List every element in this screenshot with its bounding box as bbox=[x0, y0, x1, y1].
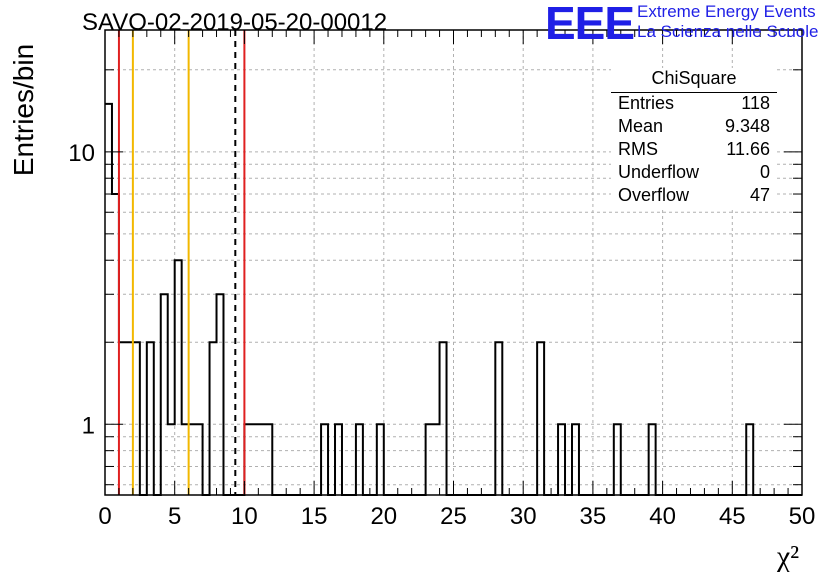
histogram-bin bbox=[440, 342, 447, 495]
histogram-bin bbox=[112, 194, 119, 495]
x-tick-label: 10 bbox=[231, 503, 258, 530]
histogram-bin bbox=[119, 342, 126, 495]
stats-value: 11.66 bbox=[726, 139, 770, 159]
x-tick-label: 50 bbox=[789, 503, 816, 530]
x-tick-label: 35 bbox=[580, 503, 607, 530]
histogram-bin bbox=[147, 342, 154, 495]
stats-value: 118 bbox=[741, 93, 770, 113]
stats-value: 47 bbox=[749, 185, 770, 205]
stats-label: Mean bbox=[618, 116, 664, 136]
x-axis-label: χ² bbox=[776, 540, 799, 572]
stats-label: Overflow bbox=[618, 185, 690, 205]
stats-label: Entries bbox=[618, 93, 675, 113]
y-tick-labels: 1 10 bbox=[68, 140, 95, 439]
histogram-bin bbox=[537, 342, 544, 495]
x-tick-label: 40 bbox=[649, 503, 676, 530]
histogram-bin bbox=[161, 294, 168, 495]
histogram-bin bbox=[126, 342, 133, 495]
stats-row-entries: Entries 118 bbox=[618, 93, 770, 115]
eee-logo: EEE Extreme Energy Events La Scienza nel… bbox=[545, 0, 835, 49]
stats-divider bbox=[611, 92, 777, 93]
x-tick-label: 30 bbox=[510, 503, 537, 530]
x-tick-label: 25 bbox=[440, 503, 467, 530]
stats-row-underflow: Underflow 0 bbox=[618, 162, 770, 184]
grid bbox=[105, 30, 802, 495]
x-tick-label: 15 bbox=[301, 503, 328, 530]
axis-ticks bbox=[104, 30, 803, 495]
histogram-bin bbox=[133, 342, 140, 495]
stats-row-rms: RMS 11.66 bbox=[618, 139, 770, 161]
chart-title: SAVO-02-2019-05-20-00012 bbox=[82, 9, 388, 36]
y-tick-label: 1 bbox=[82, 412, 95, 439]
histogram-bin bbox=[217, 294, 224, 495]
histogram-bin bbox=[175, 260, 182, 495]
logo-text-line1: Extreme Energy Events bbox=[637, 2, 816, 21]
x-tick-label: 0 bbox=[98, 503, 111, 530]
stats-row-overflow: Overflow 47 bbox=[618, 185, 770, 207]
stats-title: ChiSquare bbox=[651, 68, 737, 88]
x-tick-labels: 0 5 10 15 20 25 30 35 40 45 50 bbox=[98, 503, 815, 530]
x-tick-label: 45 bbox=[719, 503, 746, 530]
stats-box: ChiSquare Entries 118 Mean 9.348 RMS 11.… bbox=[611, 68, 777, 210]
stats-value: 9.348 bbox=[724, 116, 770, 136]
stats-label: RMS bbox=[618, 139, 658, 159]
stats-row-mean: Mean 9.348 bbox=[618, 116, 770, 138]
x-tick-label: 20 bbox=[370, 503, 397, 530]
y-axis-label: Entries/bin bbox=[8, 44, 39, 176]
stats-value: 0 bbox=[759, 162, 770, 182]
histogram-outline bbox=[105, 102, 802, 496]
histogram-bin bbox=[495, 342, 502, 495]
eee-logo-mark: EEE bbox=[545, 0, 635, 49]
histogram-series bbox=[105, 102, 802, 496]
histogram-bin bbox=[210, 342, 217, 495]
x-tick-label: 5 bbox=[168, 503, 181, 530]
logo-text-line2: La Scienza nelle Scuole bbox=[637, 22, 819, 41]
reference-lines bbox=[117, 30, 246, 495]
stats-label: Underflow bbox=[618, 162, 700, 182]
y-tick-label: 10 bbox=[68, 140, 95, 167]
